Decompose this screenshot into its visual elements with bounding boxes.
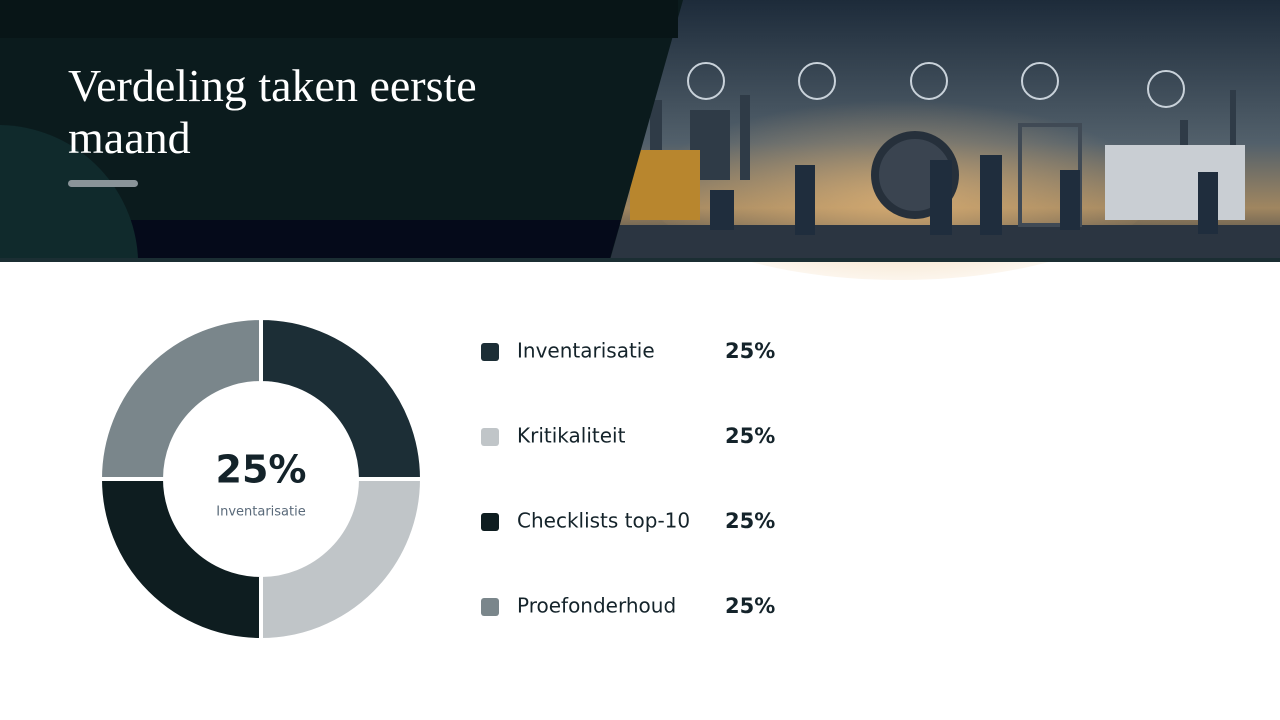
legend-label: Proefonderhoud <box>517 594 676 618</box>
legend-swatch <box>481 343 499 361</box>
legend-value: 25% <box>725 509 775 533</box>
legend-value: 25% <box>725 339 775 363</box>
header-panel <box>0 0 683 260</box>
title-line: maand <box>68 112 191 163</box>
chart-title: Verdeling taken eerste maand <box>68 60 477 163</box>
center-label: Inventarisatie <box>216 505 305 520</box>
legend-swatch <box>481 598 499 616</box>
header-rule <box>0 258 1280 262</box>
header-band <box>0 0 678 38</box>
decor-circle <box>0 125 138 258</box>
center-value: 25% <box>216 448 307 492</box>
legend-swatch <box>481 513 499 531</box>
legend-label: Kritikaliteit <box>517 424 626 448</box>
header-illustration <box>600 0 1280 280</box>
donut-segment <box>259 315 425 481</box>
legend-value: 25% <box>725 594 775 618</box>
legend-label: Inventarisatie <box>517 339 655 363</box>
donut-segment <box>259 477 425 643</box>
donut-segment <box>97 315 263 481</box>
donut-segment <box>97 477 263 643</box>
legend-swatch <box>481 428 499 446</box>
legend-label: Checklists top-10 <box>517 509 690 533</box>
legend-value: 25% <box>725 424 775 448</box>
title-underline <box>68 180 138 187</box>
header-strip <box>0 220 621 258</box>
title-line: Verdeling taken eerste <box>68 60 477 111</box>
